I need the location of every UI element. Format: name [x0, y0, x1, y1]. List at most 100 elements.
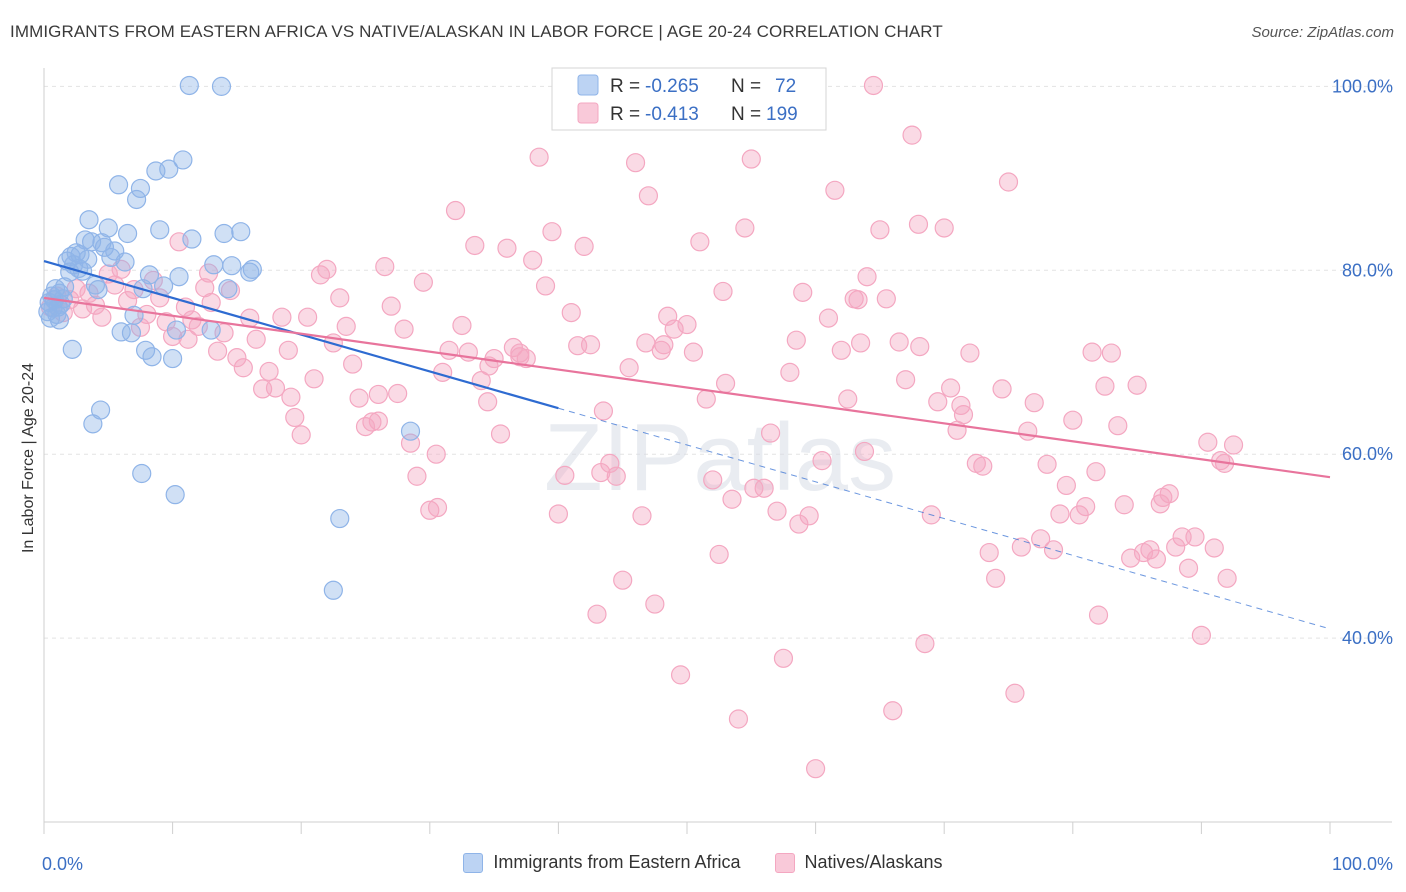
point-native-112	[760, 423, 781, 443]
point-native-111	[754, 478, 774, 498]
point-native-121	[818, 308, 839, 328]
point-native-187	[368, 411, 388, 431]
point-eastern-africa-38	[126, 189, 147, 210]
y-tick-label-100: 100.0%	[1332, 76, 1393, 96]
point-native-113	[767, 501, 787, 521]
point-native-88	[606, 466, 626, 486]
point-native-152	[1018, 421, 1038, 441]
point-native-203	[713, 281, 733, 302]
x-tick-labels: 0.0% 100.0%	[42, 854, 1393, 874]
point-native-76	[529, 147, 549, 167]
point-native-134	[902, 125, 922, 145]
trend-line-eastern-africa-extrapolated	[558, 407, 1331, 630]
point-eastern-africa-22	[78, 249, 98, 269]
point-native-89	[613, 570, 633, 590]
point-native-108	[735, 218, 755, 238]
point-native-93	[638, 186, 659, 206]
point-eastern-africa-59	[222, 256, 242, 276]
point-native-180	[1198, 432, 1218, 452]
point-native-92	[632, 506, 652, 526]
point-native-117	[793, 282, 813, 302]
point-eastern-africa-61	[240, 262, 260, 282]
point-native-172	[1146, 549, 1166, 569]
point-native-129	[870, 220, 890, 240]
point-native-57	[407, 466, 427, 486]
point-native-135	[908, 214, 929, 234]
point-native-43	[317, 259, 337, 279]
point-native-159	[1063, 410, 1083, 430]
point-native-198	[789, 514, 809, 534]
point-native-38	[285, 407, 305, 428]
point-native-91	[625, 153, 646, 173]
point-native-118	[799, 506, 819, 526]
point-native-127	[857, 267, 877, 287]
point-native-201	[848, 290, 868, 310]
point-eastern-africa-35	[117, 223, 138, 244]
point-native-66	[465, 235, 485, 256]
point-native-83	[574, 236, 594, 256]
series-immigrants-eastern-africa	[38, 75, 421, 600]
point-native-36	[272, 307, 292, 327]
point-eastern-africa-67	[165, 485, 185, 505]
point-native-131	[883, 701, 903, 721]
legend-item-eastern-africa: Immigrants from Eastern Africa	[463, 852, 741, 873]
point-native-102	[696, 389, 716, 409]
point-eastern-africa-26	[88, 280, 108, 300]
point-eastern-africa-48	[163, 348, 183, 369]
point-native-48	[349, 388, 369, 408]
point-native-151	[1011, 537, 1031, 557]
point-native-138	[928, 392, 948, 412]
point-eastern-africa-68	[330, 508, 350, 529]
point-eastern-africa-63	[62, 339, 82, 359]
point-eastern-africa-66	[132, 463, 152, 484]
y-tick-labels: 40.0% 60.0% 80.0% 100.0%	[1332, 76, 1393, 648]
point-native-104	[709, 544, 729, 565]
point-native-158	[1056, 475, 1076, 496]
point-native-195	[1150, 494, 1170, 514]
point-native-39	[291, 425, 311, 445]
point-native-75	[523, 250, 543, 270]
point-eastern-africa-56	[211, 76, 232, 96]
watermark: ZIPatlas	[544, 404, 896, 511]
point-native-130	[876, 289, 896, 309]
point-native-54	[388, 383, 408, 404]
point-native-78	[542, 222, 562, 242]
point-eastern-africa-55	[204, 255, 224, 275]
point-eastern-africa-32	[108, 175, 129, 195]
point-eastern-africa-42	[139, 265, 160, 285]
point-native-26	[208, 341, 228, 361]
point-eastern-africa-47	[159, 159, 179, 179]
point-eastern-africa-23	[79, 210, 99, 230]
point-native-85	[587, 604, 607, 624]
point-native-136	[915, 634, 935, 654]
point-native-124	[838, 389, 858, 409]
point-native-123	[831, 340, 851, 360]
point-eastern-africa-34	[115, 252, 135, 272]
point-eastern-africa-57	[214, 223, 234, 244]
point-native-52	[375, 257, 395, 277]
point-native-79	[548, 504, 569, 524]
point-native-200	[654, 335, 674, 355]
point-native-97	[664, 319, 684, 339]
point-native-133	[896, 370, 916, 390]
point-eastern-africa-51	[173, 150, 193, 170]
point-eastern-africa-21	[75, 230, 95, 250]
point-native-191	[744, 478, 764, 498]
stats-r-label-natives: R =	[610, 104, 640, 125]
point-native-8	[92, 307, 112, 327]
point-native-165	[1101, 343, 1121, 363]
point-native-40	[298, 307, 318, 327]
legend-swatch-eastern-africa	[463, 852, 484, 873]
axes	[43, 68, 1392, 834]
point-native-175	[1166, 537, 1186, 557]
point-native-51	[368, 384, 388, 405]
trend-line-natives	[43, 296, 1331, 479]
point-native-115	[780, 362, 800, 382]
point-eastern-africa-58	[218, 279, 238, 299]
point-eastern-africa-49	[166, 320, 187, 340]
chart-source: Source: ZipAtlas.com	[1251, 24, 1394, 41]
point-eastern-africa-60	[231, 222, 251, 242]
point-native-163	[1088, 605, 1109, 625]
point-eastern-africa-45	[150, 220, 170, 240]
